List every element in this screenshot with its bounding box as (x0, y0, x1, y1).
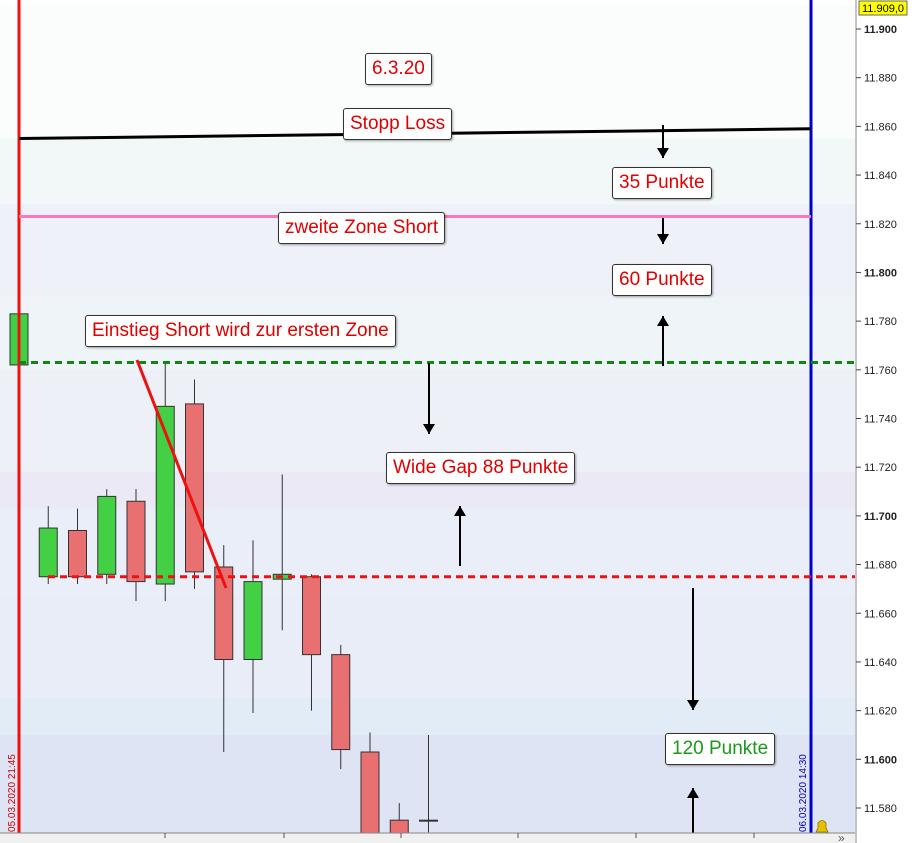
candle-body-12 (360, 751, 380, 838)
y-tick-label-14: 11.860 (864, 121, 897, 133)
arrow-120-up-head (687, 788, 699, 798)
price-badge-text: 11.909,0 (862, 3, 904, 15)
candle-body-2 (68, 529, 87, 578)
time-axis-strip (0, 833, 855, 843)
candle-body-5 (155, 405, 175, 585)
y-axis-panel (855, 0, 924, 843)
entry-short-label: Einstieg Short wird zur ersten Zone (85, 315, 396, 347)
y-tick-label-16: 11.900 (864, 24, 897, 36)
points-120-label: 120 Punkte (665, 733, 776, 765)
arrow-120-down-head (687, 700, 699, 710)
session-end-label: 06.03.2020 14:30 (798, 754, 809, 832)
session-start-label: 05.03.2020 21:45 (7, 754, 18, 832)
scroll-chevron-icon: » (838, 831, 845, 843)
y-tick-label-11: 11.800 (864, 267, 897, 279)
candle-body-10 (302, 576, 321, 656)
background-band-7 (0, 593, 855, 699)
arrow-gap-down-head (423, 424, 435, 434)
y-tick-label-10: 11.780 (864, 316, 897, 328)
arrow-zone-down-head (657, 234, 669, 244)
y-tick-label-7: 11.720 (864, 462, 897, 474)
y-tick-label-5: 11.680 (864, 560, 897, 572)
points-35-label: 35 Punkte (612, 167, 712, 199)
bell-icon (815, 820, 829, 833)
candle-body-3 (97, 495, 117, 575)
candle-body-11 (331, 654, 351, 751)
candle-body-4 (126, 500, 146, 583)
candle-body-14 (419, 819, 438, 822)
y-tick-label-4: 11.660 (864, 608, 897, 620)
background-band-8 (0, 698, 855, 735)
points-60-label: 60 Punkte (612, 264, 712, 296)
arrow-60-up-head (657, 316, 669, 326)
date-label: 6.3.20 (365, 53, 432, 85)
y-tick-label-8: 11.740 (864, 414, 897, 426)
second-zone-label: zweite Zone Short (278, 212, 446, 244)
y-tick-label-13: 11.840 (864, 170, 897, 182)
arrow-gap-up-head (454, 506, 466, 516)
y-tick-label-6: 11.700 (864, 511, 897, 523)
candle-body-8 (243, 581, 263, 661)
y-tick-label-15: 11.880 (864, 73, 897, 85)
y-tick-label-9: 11.760 (864, 365, 897, 377)
wide-gap-label: Wide Gap 88 Punkte (386, 452, 576, 484)
candle-body-1 (38, 527, 58, 578)
candle-body-7 (214, 566, 234, 661)
y-tick-label-2: 11.620 (864, 706, 897, 718)
y-tick-label-12: 11.820 (864, 219, 897, 231)
trend-line (135, 359, 228, 589)
arrow-stop-down-head (657, 148, 669, 158)
stop-loss-label: Stopp Loss (343, 108, 453, 140)
background-band-1 (0, 138, 855, 205)
y-tick-label-0: 11.580 (864, 803, 897, 815)
y-tick-label-1: 11.600 (864, 754, 897, 766)
price-badge-box (858, 0, 908, 16)
y-tick-label-3: 11.640 (864, 657, 897, 669)
